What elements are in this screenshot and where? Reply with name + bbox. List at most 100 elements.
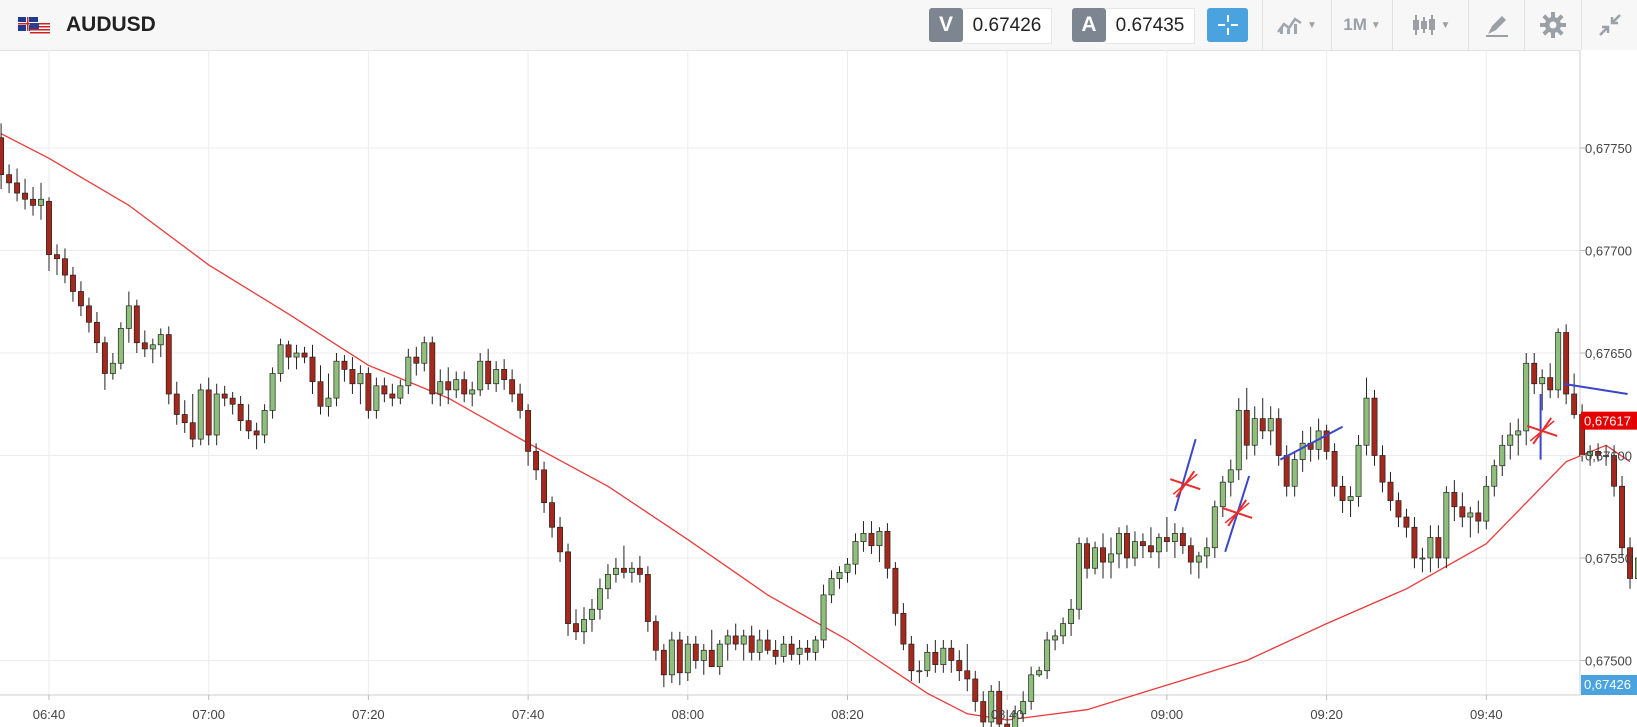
candle-body bbox=[1323, 430, 1330, 452]
candle-body bbox=[373, 385, 380, 411]
candle-body bbox=[1355, 444, 1362, 497]
candle-body bbox=[884, 531, 891, 569]
candle-body bbox=[964, 670, 971, 680]
candle-body bbox=[85, 305, 92, 323]
candle-body bbox=[1371, 397, 1378, 456]
candle-body bbox=[38, 198, 44, 206]
candle-body bbox=[852, 541, 859, 565]
candle-body bbox=[1451, 492, 1458, 508]
candle-body bbox=[1619, 485, 1625, 549]
candle-body bbox=[1259, 418, 1266, 432]
candle-body bbox=[1483, 485, 1490, 522]
candle-body bbox=[604, 574, 611, 590]
candle-body bbox=[229, 397, 236, 405]
candle-body bbox=[1068, 608, 1075, 624]
candle-body bbox=[1267, 418, 1274, 432]
time-tick-label: 09:20 bbox=[1310, 707, 1343, 722]
candle-body bbox=[413, 356, 420, 364]
candle-body bbox=[1044, 639, 1051, 672]
candle-body bbox=[1108, 553, 1114, 563]
user-drawings[interactable] bbox=[1169, 382, 1628, 553]
candle-body bbox=[205, 389, 212, 436]
bid-price[interactable]: 0.67426 bbox=[963, 8, 1052, 44]
crosshair-button[interactable] bbox=[1207, 8, 1248, 42]
candle-body bbox=[565, 551, 571, 624]
candle-body bbox=[1076, 543, 1083, 610]
candle-body bbox=[1603, 455, 1610, 457]
grid-lines bbox=[0, 50, 1637, 696]
candle-body bbox=[860, 533, 867, 542]
candle-body bbox=[652, 621, 659, 651]
candle-body bbox=[109, 362, 116, 374]
bid-price-label: 0,67426 bbox=[1584, 677, 1631, 692]
candle-body bbox=[149, 344, 156, 350]
candle-body bbox=[1499, 444, 1506, 467]
candle-body bbox=[1291, 459, 1298, 487]
settings-button[interactable] bbox=[1524, 0, 1581, 50]
candle-body bbox=[389, 393, 396, 399]
candle-body bbox=[1139, 541, 1146, 547]
candle-body bbox=[397, 385, 404, 399]
candle-body bbox=[924, 651, 931, 672]
candle-body bbox=[1004, 723, 1011, 727]
candle-style-button[interactable]: ▼ bbox=[1392, 0, 1468, 50]
ask-price[interactable]: 0.67435 bbox=[1106, 8, 1195, 44]
candle-body bbox=[1163, 537, 1170, 542]
candle-body bbox=[1363, 397, 1370, 446]
candle-body bbox=[620, 567, 627, 573]
moving-average-line bbox=[0, 133, 1631, 721]
candle-body bbox=[1587, 451, 1594, 456]
chevron-down-icon: ▼ bbox=[1307, 19, 1317, 31]
candle-body bbox=[1547, 377, 1554, 391]
candle-body bbox=[972, 678, 979, 702]
ask-label: A bbox=[1072, 8, 1106, 42]
chart-type-button[interactable]: ▼ bbox=[1262, 0, 1331, 50]
candle-body bbox=[77, 291, 84, 307]
candle-body bbox=[597, 588, 603, 610]
candle-body bbox=[437, 381, 444, 395]
cross-stroke bbox=[1529, 420, 1555, 442]
candle-body bbox=[1012, 713, 1019, 727]
candle-body bbox=[628, 567, 635, 573]
candle-body bbox=[133, 305, 140, 344]
time-tick-label: 08:40 bbox=[991, 707, 1024, 722]
candle-body bbox=[1124, 533, 1130, 559]
candle-body bbox=[812, 639, 819, 653]
trend-line bbox=[1279, 425, 1344, 461]
moving-average bbox=[0, 133, 1631, 721]
candle-body bbox=[668, 639, 675, 676]
candle-body bbox=[1132, 541, 1138, 559]
candle-body bbox=[309, 356, 316, 383]
candle-body bbox=[1100, 547, 1106, 563]
candle-body bbox=[54, 254, 60, 260]
price-chart[interactable]: 0,67750 0,67700 0,67650 0,67600 0,67550 0,675… bbox=[0, 50, 1637, 727]
drawing-tools-button[interactable] bbox=[1468, 0, 1524, 50]
instrument-symbol[interactable]: AUDUSD bbox=[66, 13, 156, 36]
time-tick-label: 06:40 bbox=[33, 707, 66, 722]
candle-body bbox=[1203, 547, 1210, 557]
candle-body bbox=[804, 647, 811, 653]
candle-body bbox=[1084, 543, 1090, 569]
candle-body bbox=[325, 397, 332, 407]
time-tick-label: 07:00 bbox=[192, 707, 225, 722]
bid-label: V bbox=[929, 8, 963, 42]
candle-body bbox=[349, 369, 356, 385]
candle-body bbox=[341, 360, 348, 370]
time-tick-label: 07:40 bbox=[512, 707, 545, 722]
price-tick-label: 0,67600 bbox=[1585, 449, 1632, 464]
candle-body bbox=[1092, 547, 1098, 569]
candle-body bbox=[165, 334, 172, 395]
candle-body bbox=[1611, 455, 1618, 487]
candle-body bbox=[1475, 512, 1482, 522]
candle-body bbox=[293, 352, 300, 358]
candle-body bbox=[357, 373, 364, 385]
candle-body bbox=[1028, 674, 1035, 702]
cross-marker bbox=[1526, 417, 1558, 445]
candle-body bbox=[1227, 469, 1234, 483]
candle-body bbox=[1052, 635, 1059, 641]
timeframe-button[interactable]: 1M ▼ bbox=[1331, 0, 1392, 50]
collapse-button[interactable] bbox=[1581, 0, 1637, 50]
bid-price-badge bbox=[1581, 675, 1637, 695]
candle-body bbox=[0, 137, 5, 176]
candle-body bbox=[1563, 332, 1570, 395]
